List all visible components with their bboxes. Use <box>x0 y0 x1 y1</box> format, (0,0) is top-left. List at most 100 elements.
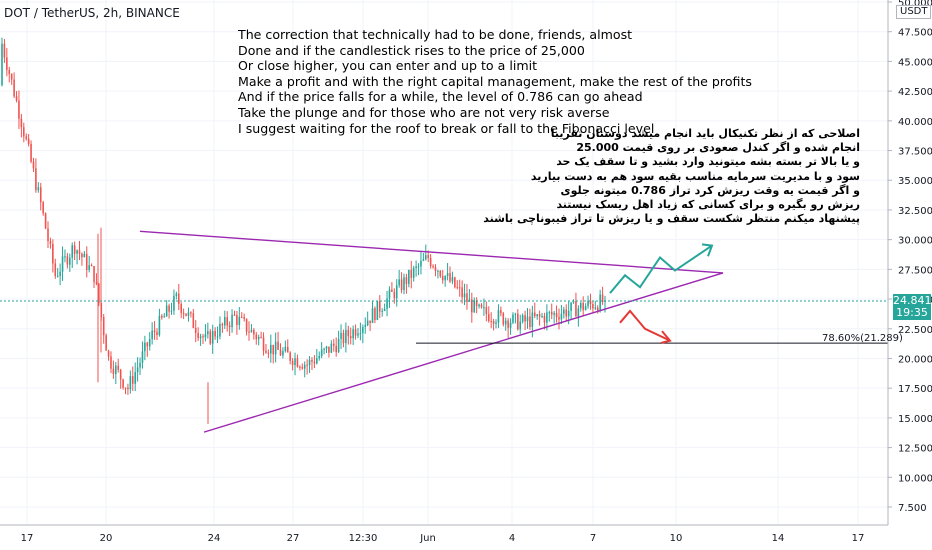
candle-body <box>248 331 250 333</box>
candle-body <box>129 376 132 390</box>
candle-body <box>577 308 580 317</box>
candle-body <box>582 302 585 311</box>
candle-body <box>335 345 337 353</box>
candle-body <box>376 301 379 320</box>
candle-body <box>531 312 534 328</box>
y-tick-label: 42.500 <box>898 87 932 98</box>
candle-body <box>521 315 524 322</box>
y-tick-label: 35.000 <box>898 176 932 187</box>
last-price-tag: 24.841 19:35 <box>893 294 932 320</box>
candle-body <box>69 257 71 265</box>
y-tick-label: 22.500 <box>898 325 932 336</box>
candle-body <box>219 323 221 337</box>
candle-body <box>209 331 212 344</box>
candle-body <box>301 366 304 369</box>
currency-badge[interactable]: USDT <box>896 5 932 19</box>
candle-body <box>303 364 306 369</box>
candle-body <box>59 271 61 276</box>
candle-body <box>461 287 463 298</box>
candle-body <box>192 313 195 328</box>
candle-body <box>507 320 509 328</box>
candle-body <box>332 343 335 346</box>
candle-body <box>579 302 582 309</box>
en-line: Take the plunge and for those who are no… <box>238 104 610 120</box>
candle-body <box>250 329 253 333</box>
candle-body <box>458 287 461 289</box>
y-tick-label: 27.500 <box>898 265 932 276</box>
candle-body <box>584 306 587 311</box>
candle-body <box>359 333 362 335</box>
candle-body <box>56 275 59 277</box>
candle-body <box>13 79 15 97</box>
candle-body <box>30 143 32 162</box>
candle-body <box>473 300 476 313</box>
chart-drawings <box>0 230 888 433</box>
y-tick-label: 7.500 <box>898 503 927 514</box>
candle-body <box>15 96 18 101</box>
candle-body <box>199 336 202 339</box>
y-tick-label: 30.000 <box>898 236 932 247</box>
candle-body <box>400 279 403 291</box>
price-axis[interactable]: 50.000 47.500 45.000 42.500 40.000 37.500 35.0… <box>887 0 932 550</box>
candle-body <box>95 282 98 284</box>
symbol-title[interactable]: DOT / TetherUS, 2h, BINANCE <box>4 6 180 20</box>
bullish-path-arrow[interactable] <box>609 244 713 294</box>
candle-body <box>78 250 81 254</box>
candle-body <box>456 287 459 289</box>
x-tick-label: 12:30 <box>349 533 378 544</box>
candle-body <box>151 330 153 340</box>
candle-body <box>204 334 207 338</box>
candle-body <box>76 250 78 254</box>
candle-body <box>61 256 64 272</box>
candle-body <box>601 294 604 302</box>
candle-body <box>163 316 166 318</box>
persian-annotation[interactable]: اصلاحی که از نظر تکنیکال باید انجام میشد… <box>483 127 860 226</box>
candle-body <box>405 277 408 284</box>
candle-body <box>272 344 275 355</box>
candle-body <box>112 368 115 375</box>
candle-body <box>454 277 456 288</box>
candle-body <box>274 341 277 355</box>
candle-body <box>153 330 156 333</box>
candle-body <box>238 316 241 325</box>
candle-body <box>497 310 500 323</box>
y-tick-label: 37.500 <box>898 147 932 158</box>
candle-body <box>180 303 183 313</box>
candle-body <box>398 279 400 286</box>
y-tick-label: 12.500 <box>898 444 932 455</box>
candle-body <box>8 69 11 75</box>
english-annotation[interactable]: The correction that technically had to b… <box>238 27 752 136</box>
candle-body <box>604 300 606 302</box>
candle-body <box>393 291 396 299</box>
bearish-path-arrow[interactable] <box>619 309 671 342</box>
candle-body <box>550 312 553 315</box>
time-axis[interactable]: 17 20 24 27 12:30 Jun 4 7 10 14 17 <box>0 524 932 550</box>
candle-body <box>371 308 374 323</box>
triangle-upper-line[interactable] <box>139 230 724 274</box>
candle-body <box>289 352 291 361</box>
y-tick-label: 20.000 <box>898 354 932 365</box>
candle-body <box>102 317 105 336</box>
x-tick-label: 24 <box>208 533 221 544</box>
candle-body <box>374 308 376 320</box>
triangle-lower-line[interactable] <box>203 272 724 433</box>
candle-body <box>10 74 13 80</box>
candle-body <box>589 300 592 304</box>
bullish-arrow-head <box>701 243 714 257</box>
candle-body <box>245 318 248 332</box>
candle-body <box>524 315 526 322</box>
candle-body <box>20 118 23 128</box>
candle-body <box>47 228 49 242</box>
candle-body <box>93 266 95 283</box>
candle-body <box>294 358 296 366</box>
candle-body <box>514 313 517 315</box>
candle-body <box>25 136 28 139</box>
candle-body <box>136 367 139 373</box>
candle-body <box>471 299 473 313</box>
candle-body <box>291 360 294 366</box>
candle-body <box>441 276 444 281</box>
candle-body <box>548 312 551 314</box>
candle-body <box>221 323 224 326</box>
x-tick-label: 27 <box>287 533 300 544</box>
